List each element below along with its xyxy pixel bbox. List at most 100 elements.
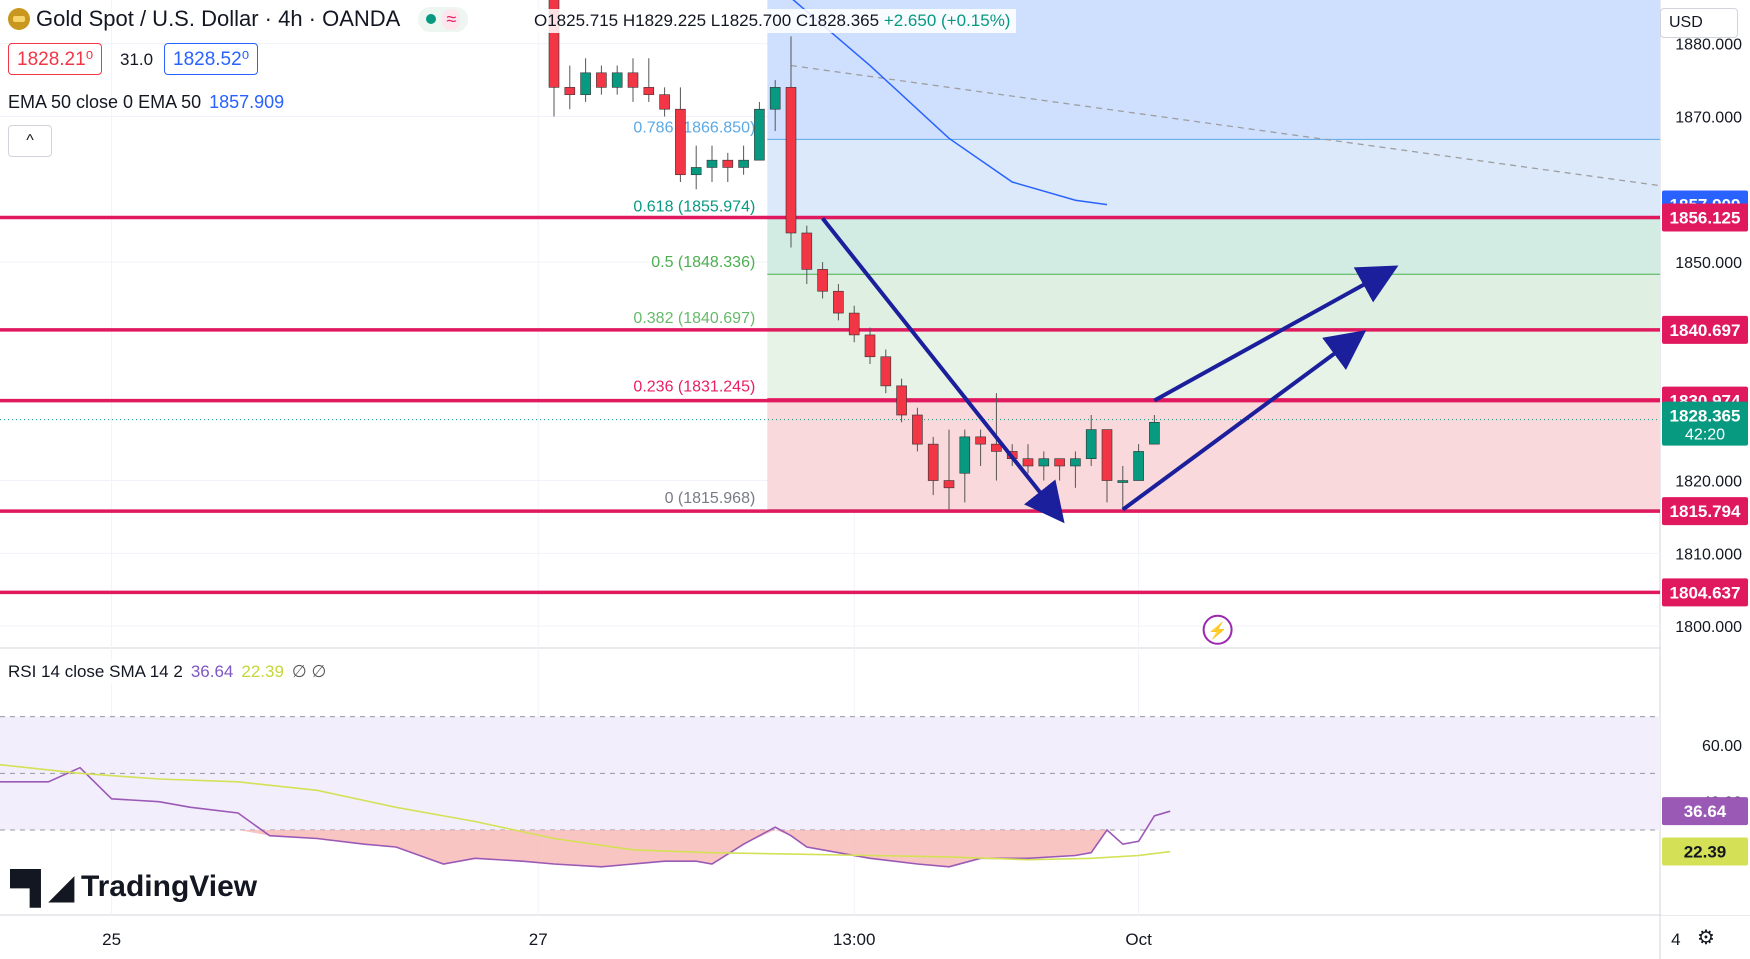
ema-legend-label: EMA 50 close 0 EMA 50 (8, 92, 202, 112)
level-price-tag-text: 1840.697 (1670, 321, 1741, 340)
fib-zone (767, 274, 1660, 330)
trend-arrow[interactable] (821, 217, 1065, 524)
candle[interactable] (580, 58, 591, 102)
price-axis: 1880.000 1870.000 1850.000 1820.000 1810.000… (1661, 0, 1750, 915)
candle-body (1038, 458, 1050, 467)
candle-body (991, 443, 1002, 452)
time-tick-label: 25 (102, 930, 121, 949)
rsi-value-tag[interactable] (1662, 797, 1748, 826)
candle[interactable] (912, 407, 923, 452)
rsi-sma-tag-text: 22.39 (1684, 843, 1727, 862)
candle[interactable] (817, 262, 828, 299)
candle-body (880, 356, 892, 387)
buy-price-button[interactable]: 1828.52⁰ (164, 43, 259, 75)
candle[interactable] (833, 283, 844, 321)
candle[interactable] (848, 305, 860, 343)
rsi-line[interactable] (0, 714, 1171, 868)
candle[interactable] (769, 80, 781, 132)
candle[interactable] (548, 0, 560, 117)
rsi-tick-label: 60.00 (1702, 738, 1742, 755)
ohlc-readout: O1825.715 H1829.225 L1825.700 C1828.365 … (528, 9, 1017, 33)
rsi-value-tag-text: 36.64 (1684, 802, 1727, 821)
candle[interactable] (706, 145, 718, 183)
candle[interactable] (690, 145, 702, 190)
candle-body (785, 87, 797, 234)
candle-body (943, 480, 955, 489)
candle[interactable] (611, 65, 623, 95)
candle[interactable] (627, 58, 639, 102)
candle-body (975, 436, 986, 445)
rsi-sma-tag[interactable] (1662, 837, 1748, 866)
candle[interactable] (1070, 451, 1081, 488)
chart-settings-gear-icon[interactable]: ⚙ (1697, 927, 1715, 949)
candle[interactable] (596, 65, 607, 95)
level-price-tag-text: 1856.125 (1670, 209, 1741, 228)
tradingview-logo[interactable]: ▀▌◢ TradingView (10, 868, 257, 906)
candle[interactable] (722, 152, 734, 183)
ema-50-line[interactable] (759, 0, 1108, 206)
level-price-tag[interactable] (1662, 497, 1748, 526)
level-price-tag[interactable] (1662, 578, 1748, 607)
fib-level-label: 0.786 (1866.850) (633, 119, 755, 136)
candle-body (722, 159, 734, 168)
candle-body (690, 167, 702, 176)
candle[interactable] (564, 65, 576, 110)
candle[interactable] (1038, 451, 1050, 481)
price-axis-background (1661, 0, 1750, 915)
market-status-pill[interactable]: ≈ (418, 6, 469, 32)
candle[interactable] (1022, 444, 1034, 474)
level-price-tag[interactable] (1662, 203, 1748, 232)
candle-body (548, 0, 560, 88)
candle-body (675, 108, 686, 176)
candle[interactable] (1117, 465, 1129, 510)
candle[interactable] (1149, 415, 1160, 445)
candle-body (912, 414, 923, 445)
candle[interactable] (1085, 415, 1097, 466)
current-price-tag[interactable] (1662, 401, 1748, 446)
fib-zone (767, 218, 1660, 275)
level-price-tag[interactable] (1662, 315, 1748, 344)
current-price-tag-countdown: 42:20 (1685, 427, 1725, 444)
rsi-legend[interactable]: RSI 14 close SMA 14 2 36.64 22.39 ∅ ∅ (4, 660, 331, 684)
candle-body (627, 72, 639, 88)
ohlc-high: H1829.225 (622, 11, 707, 30)
candle[interactable] (975, 429, 986, 466)
candle[interactable] (896, 378, 907, 423)
candle[interactable] (785, 36, 797, 248)
candle[interactable] (1101, 429, 1113, 503)
candle[interactable] (643, 58, 655, 102)
price-tick-label: 1870.000 (1675, 109, 1742, 126)
chevron-up-icon: ^ (26, 132, 34, 149)
candle[interactable] (1054, 458, 1065, 481)
level-price-tag-text: 1815.794 (1670, 502, 1741, 521)
level-price-tag-text: 1804.637 (1670, 583, 1741, 602)
price-tick-label: 1820.000 (1675, 474, 1742, 491)
candle[interactable] (943, 429, 955, 510)
candle[interactable] (880, 349, 892, 394)
event-marker-icon[interactable] (1202, 614, 1233, 645)
trend-arrow[interactable] (1121, 330, 1367, 512)
trend-arrow[interactable] (1153, 265, 1399, 403)
ohlc-open: O1825.715 (534, 11, 619, 30)
candle[interactable] (1133, 444, 1144, 481)
fib-zone (767, 329, 1660, 399)
candle[interactable] (959, 429, 971, 503)
ema-legend[interactable]: EMA 50 close 0 EMA 50 1857.909 (8, 92, 284, 113)
candle-body (596, 72, 607, 88)
candle[interactable] (675, 87, 686, 183)
rsi-legend-label: RSI 14 close SMA 14 2 (8, 662, 183, 681)
candle[interactable] (927, 436, 939, 496)
candle[interactable] (754, 101, 765, 161)
candle[interactable] (738, 145, 749, 175)
currency-selector[interactable]: USD (1660, 8, 1738, 38)
candle[interactable] (864, 327, 876, 365)
symbol-title-text: Gold Spot / U.S. Dollar · 4h · OANDA (36, 6, 401, 31)
symbol-title[interactable]: Gold Spot / U.S. Dollar · 4h · OANDA ≈ (8, 6, 469, 32)
rsi-sma-line[interactable] (0, 725, 1171, 861)
collapse-legend-button[interactable]: ^ (8, 125, 52, 157)
rsi-legend-value: 36.64 (190, 662, 234, 681)
sell-price-button[interactable]: 1828.21⁰ (8, 43, 103, 75)
candle[interactable] (659, 87, 670, 117)
candle[interactable] (801, 225, 813, 284)
